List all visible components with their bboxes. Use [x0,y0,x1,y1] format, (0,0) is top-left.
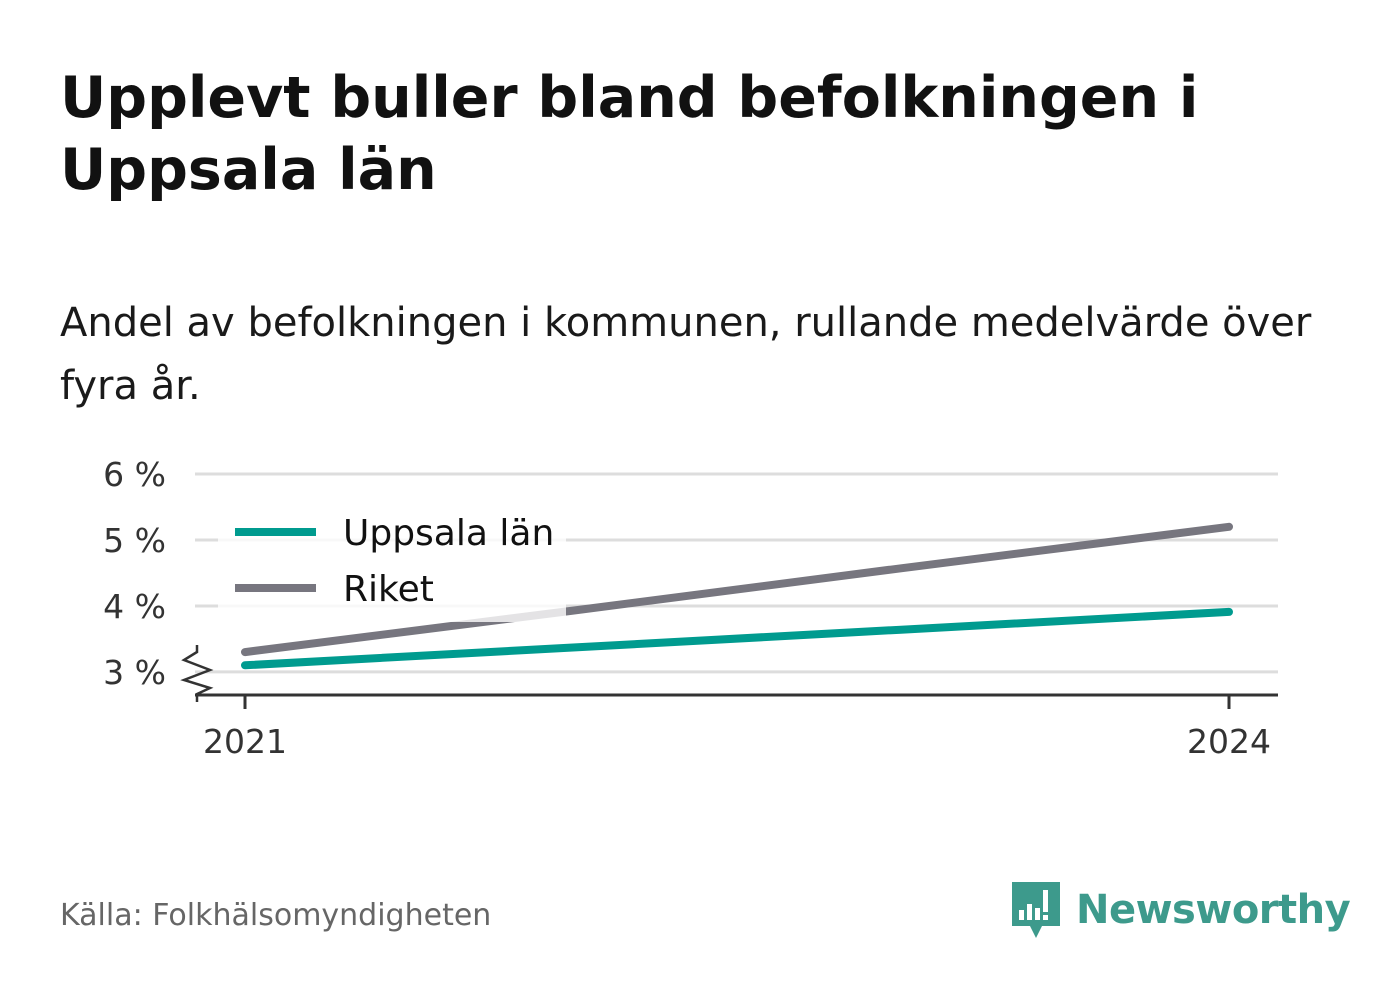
axes: 3 % 4 % 5 % 6 % 2021 2024 [103,455,1278,761]
x-tick-label: 2021 [203,722,287,761]
series-line-uppsala [241,607,1233,670]
y-tick-label: 3 % [103,653,166,692]
series-line-riket [241,522,1233,657]
series-lines [241,522,1233,670]
chart-subtitle: Andel av befolkningen i kommunen, rullan… [60,300,1312,409]
legend-background [218,502,566,622]
chart-title: Upplevt buller bland befolkningen i Upps… [60,65,1199,203]
y-tick-label: 4 % [103,587,166,626]
brand-logo[interactable]: Newsworthy [1010,878,1351,942]
line-chart: 3 % 4 % 5 % 6 % 2021 2024 Uppsala län Riket [103,455,1278,761]
y-tick-label: 6 % [103,455,166,494]
y-tick-label: 5 % [103,521,166,560]
legend: Uppsala län Riket [218,502,566,622]
legend-label: Uppsala län [343,513,554,554]
source-note: Källa: Folkhälsomyndigheten [60,898,492,933]
legend-label: Riket [343,569,434,610]
brand-name: Newsworthy [1076,887,1351,933]
x-tick-label: 2024 [1187,722,1271,761]
bar-chart-speech-bubble-icon [1012,882,1060,938]
axis-break-icon [180,645,214,702]
